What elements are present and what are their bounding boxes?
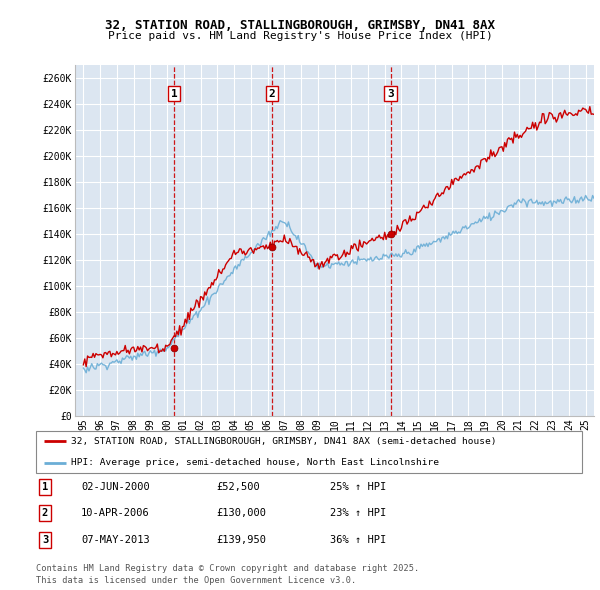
Text: 02-JUN-2000: 02-JUN-2000 [81,482,150,491]
Point [386,230,395,239]
Text: 36% ↑ HPI: 36% ↑ HPI [330,535,386,545]
Text: Contains HM Land Registry data © Crown copyright and database right 2025.
This d: Contains HM Land Registry data © Crown c… [36,565,419,585]
Text: 25% ↑ HPI: 25% ↑ HPI [330,482,386,491]
Text: 2: 2 [269,88,275,99]
FancyBboxPatch shape [36,431,582,473]
Text: 3: 3 [387,88,394,99]
Text: Price paid vs. HM Land Registry's House Price Index (HPI): Price paid vs. HM Land Registry's House … [107,31,493,41]
Text: 1: 1 [171,88,178,99]
Point [267,242,277,252]
Point [169,343,179,352]
Text: HPI: Average price, semi-detached house, North East Lincolnshire: HPI: Average price, semi-detached house,… [71,458,439,467]
Text: 23% ↑ HPI: 23% ↑ HPI [330,509,386,518]
Text: 32, STATION ROAD, STALLINGBOROUGH, GRIMSBY, DN41 8AX (semi-detached house): 32, STATION ROAD, STALLINGBOROUGH, GRIMS… [71,437,497,446]
Text: 2: 2 [42,509,48,518]
Text: £52,500: £52,500 [216,482,260,491]
Text: 32, STATION ROAD, STALLINGBOROUGH, GRIMSBY, DN41 8AX: 32, STATION ROAD, STALLINGBOROUGH, GRIMS… [105,19,495,32]
Text: £130,000: £130,000 [216,509,266,518]
Text: 10-APR-2006: 10-APR-2006 [81,509,150,518]
Text: 07-MAY-2013: 07-MAY-2013 [81,535,150,545]
Text: £139,950: £139,950 [216,535,266,545]
Text: 1: 1 [42,482,48,491]
Text: 3: 3 [42,535,48,545]
